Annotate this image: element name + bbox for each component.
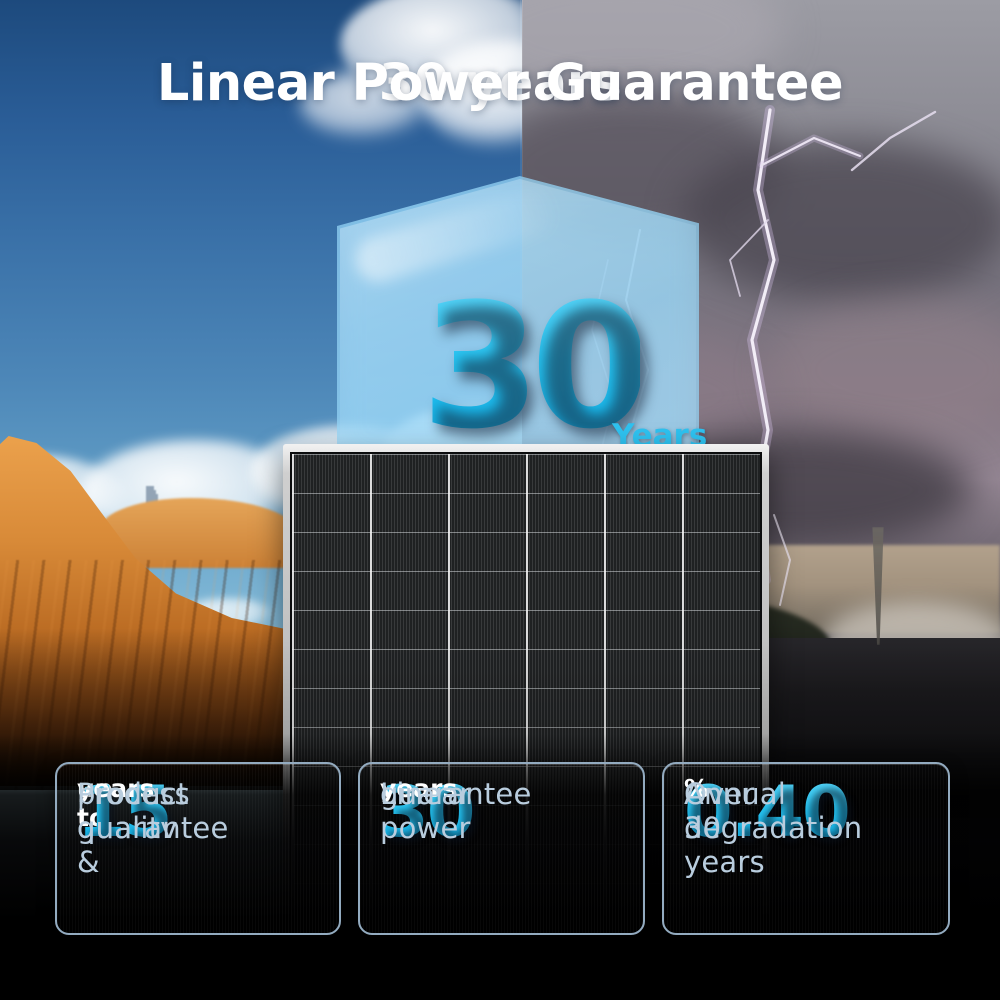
tornado-funnel (872, 527, 884, 645)
card-suffix: % (684, 774, 710, 803)
title-part-duration: 30 years (378, 54, 622, 113)
card-value: 30 (380, 771, 475, 853)
card-value: 15 (77, 771, 172, 853)
card-description-line2: process guarantee (77, 777, 229, 845)
title-part-guarantee: Linear Power Guarantee (156, 54, 844, 113)
shield-years-value: 30 (421, 266, 650, 467)
card-suffix: years (77, 774, 155, 803)
card-description-line2: guarantee (380, 777, 532, 811)
ground-shadow (0, 640, 1000, 1000)
card-description-line1: Product qualitv & (77, 777, 189, 879)
cloud (300, 70, 440, 140)
card-linear-power: 30 years Linear power guarantee (358, 762, 645, 935)
card-suffix: years (380, 774, 458, 803)
card-value: 0.40 (684, 771, 851, 853)
storm-cloud (682, 140, 1000, 300)
card-description-line1: Linear power (380, 777, 472, 845)
card-description-line2: Over 30 years (684, 777, 765, 879)
storm-cloud (772, 300, 1000, 440)
card-product-quality: up to 15 years Product qualitv & process… (55, 762, 341, 935)
card-prefix: up to (77, 774, 113, 832)
card-annual-degradation: 0.40 % Annual degradation Over 30 years (662, 762, 950, 935)
card-description-line1: Annual degradation (684, 777, 863, 845)
